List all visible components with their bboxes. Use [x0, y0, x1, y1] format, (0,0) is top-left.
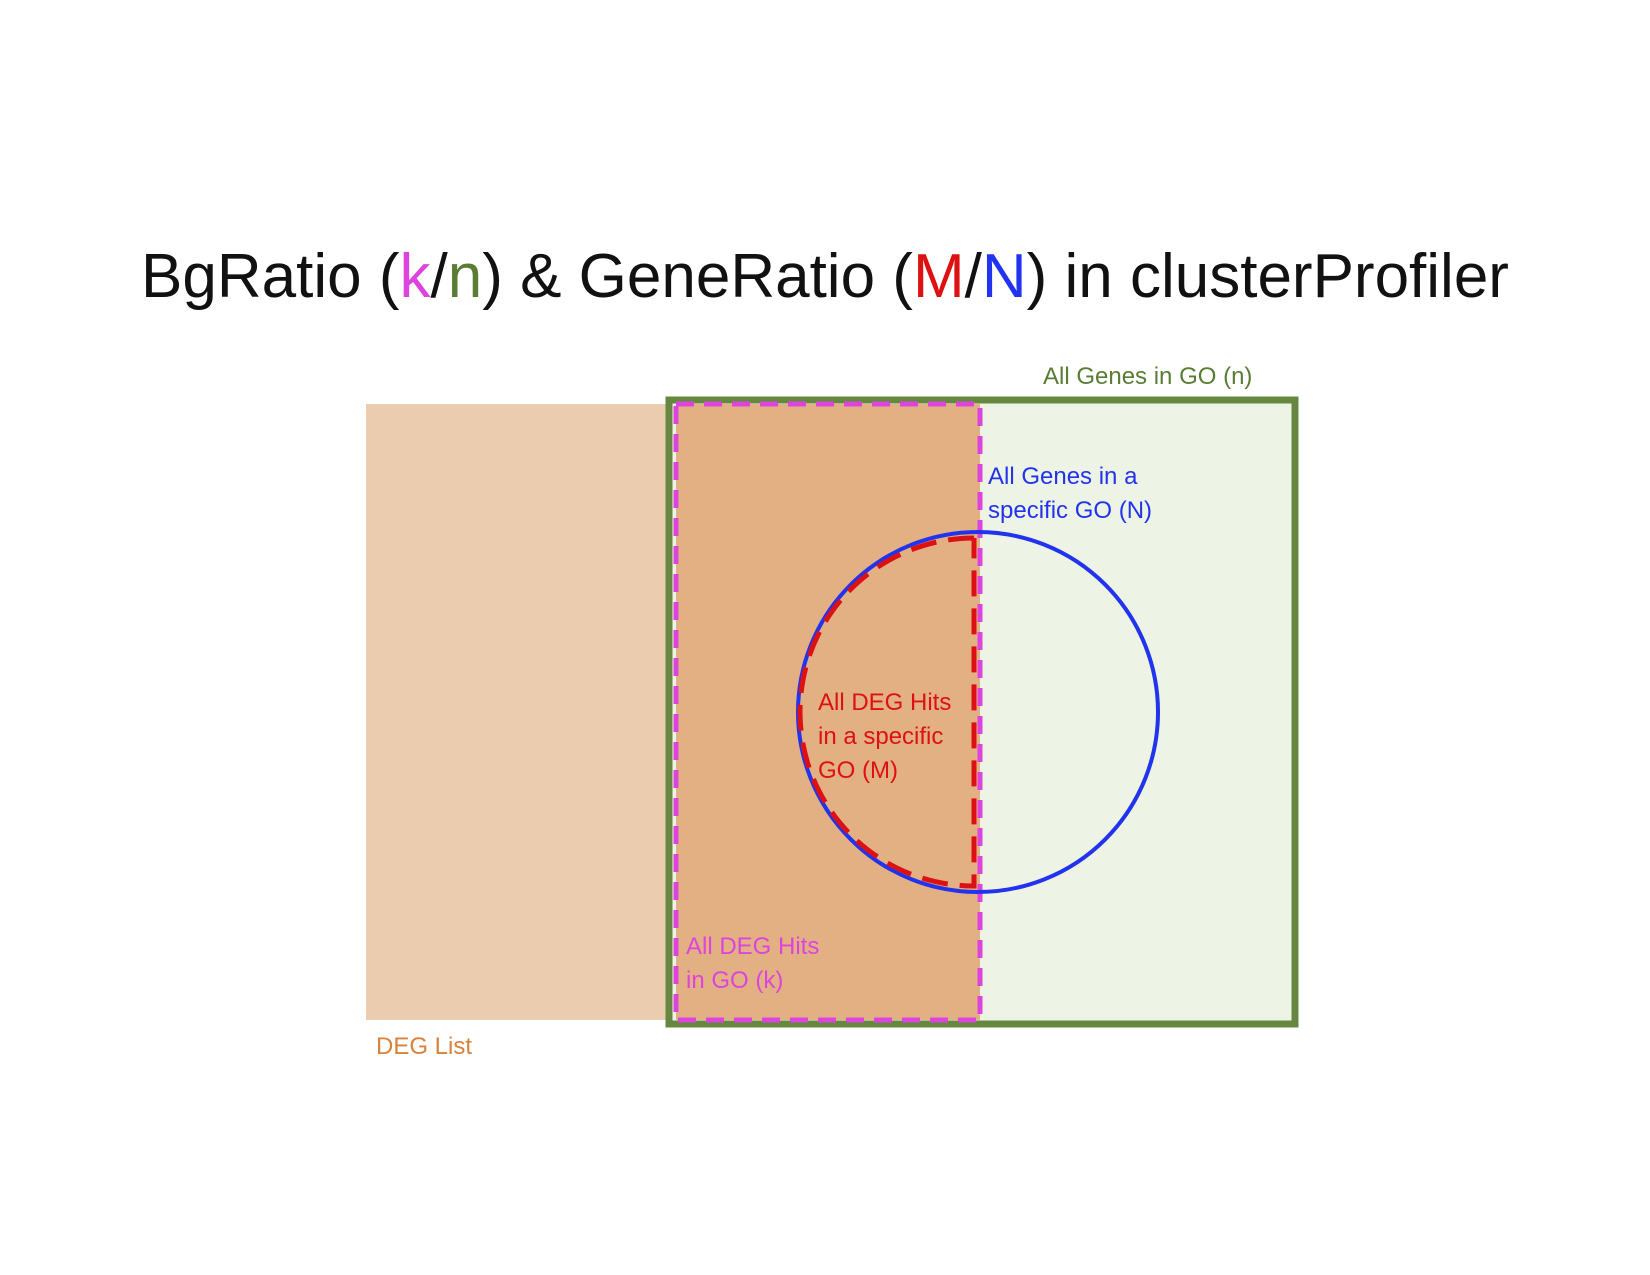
- label-deg-hits-specific-go-line-3: GO (M): [818, 757, 898, 784]
- deg-hits-in-go-region: [676, 404, 980, 1020]
- label-specific-go: All Genes in a specific GO (N): [988, 460, 1152, 528]
- label-deg-hits-specific-go-line-2: in a specific: [818, 723, 944, 750]
- label-deg-hits-in-go-line-2: in GO (k): [686, 967, 784, 994]
- title-k: k: [399, 242, 431, 311]
- title-n: n: [447, 242, 483, 311]
- label-specific-go-line-1: All Genes in a: [988, 463, 1138, 490]
- label-deg-list: DEG List: [376, 1033, 473, 1060]
- deg-hits-specific-go-outline: [797, 535, 977, 889]
- label-all-genes-in-go: All Genes in GO (n): [1043, 363, 1253, 390]
- deg-list-region: [366, 404, 668, 1020]
- label-deg-hits-in-go: All DEG Hits in GO (k): [686, 930, 819, 998]
- go-genes-border: [665, 396, 1299, 1028]
- deg-hits-in-go-border: [673, 401, 983, 1023]
- slide-title: BgRatio (k/n) & GeneRatio (M/N) in clust…: [0, 240, 1650, 314]
- label-specific-go-line-2: specific GO (N): [988, 497, 1153, 524]
- label-deg-hits-specific-go-line-1: All DEG Hits: [818, 689, 952, 716]
- title-part-3: ) in clusterProfiler: [1026, 242, 1509, 311]
- title-N: N: [981, 242, 1027, 311]
- label-deg-hits-specific-go: All DEG Hits in a specific GO (M): [818, 686, 951, 788]
- title-part-2: ) & GeneRatio (: [482, 242, 913, 311]
- label-deg-hits-in-go-line-1: All DEG Hits: [686, 933, 820, 960]
- title-slash-2: /: [964, 242, 982, 311]
- title-slash-1: /: [430, 242, 448, 311]
- title-M: M: [912, 242, 965, 311]
- title-part-1: BgRatio (: [141, 242, 400, 311]
